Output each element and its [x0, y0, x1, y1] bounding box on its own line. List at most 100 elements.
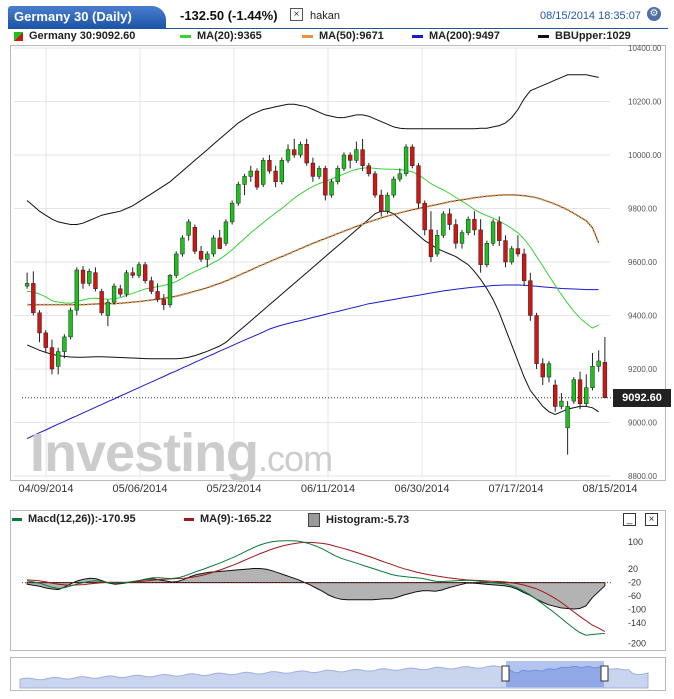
candle-body — [596, 360, 601, 367]
ma20-line — [27, 167, 599, 329]
legend-ma200: MA(200):9497 — [412, 30, 500, 42]
candle-body — [43, 332, 48, 348]
username: hakan — [310, 10, 340, 22]
timestamp: 08/15/2014 18:35:07 — [540, 10, 641, 22]
macd-chart[interactable]: 100 20 -20 -60 -100 -140 -200 — [0, 500, 674, 660]
price-change: -132.50 (-1.44%) — [180, 8, 278, 23]
y-tick-label: 10000.00 — [628, 151, 662, 160]
bb-lower-line — [26, 210, 599, 416]
candle-body — [118, 288, 123, 295]
macd-y-tick-label: -100 — [628, 605, 646, 615]
candle-body — [354, 149, 359, 161]
price-chart-frame — [10, 45, 666, 481]
candle-body — [521, 253, 527, 281]
candle-body — [31, 283, 36, 314]
macd-swatch — [12, 517, 22, 521]
y-tick-label: 9600.00 — [628, 258, 657, 267]
candle-body — [236, 184, 241, 204]
candle-body — [155, 291, 160, 300]
candle-body — [447, 213, 452, 225]
candle-body — [434, 235, 440, 255]
legend-macd-label: Macd(12,26)):-170.95 — [28, 513, 136, 525]
candle-body — [149, 280, 154, 292]
candle-body — [211, 237, 216, 255]
y-tick-label: 10400.00 — [628, 44, 662, 53]
price-chart[interactable]: 10400.00 10200.00 10000.00 9800.00 9600.00 94… — [0, 0, 674, 500]
minimize-panel-button[interactable]: _ — [623, 513, 636, 526]
candle-body — [484, 243, 490, 265]
candle-body — [248, 170, 253, 177]
bb-swatch — [538, 34, 549, 38]
candle-body — [310, 162, 316, 177]
candle-body — [347, 154, 353, 161]
candle-body — [298, 144, 303, 156]
candle-body — [559, 400, 564, 407]
signal-swatch — [184, 517, 194, 521]
candle-body — [577, 379, 583, 405]
candle-body — [174, 253, 179, 276]
candle-body — [503, 240, 508, 263]
gear-icon[interactable]: ⚙ — [647, 7, 661, 21]
legend-signal-label: MA(9):-165.22 — [200, 513, 272, 525]
macd-y-tick-label: 100 — [628, 537, 643, 547]
close-panel-button[interactable]: × — [645, 513, 658, 526]
macd-y-tick-label: -20 — [628, 578, 641, 588]
candle-body — [453, 224, 458, 244]
candle-body — [372, 173, 378, 196]
macd-y-tick-label: -200 — [628, 638, 646, 648]
candle-body — [142, 264, 148, 281]
candle-body — [74, 269, 79, 311]
histogram-swatch — [308, 513, 320, 527]
candle-body — [571, 379, 577, 402]
candle-body — [416, 165, 421, 204]
x-tick-label: 07/17/2014 — [488, 483, 543, 495]
legend-price: Germany 30:9092.60 — [14, 30, 135, 42]
candle-body — [68, 309, 73, 338]
close-tab-button[interactable]: × — [290, 8, 303, 21]
legend-price-label: Germany 30:9092.60 — [29, 30, 136, 42]
macd-y-tick-label: -140 — [628, 618, 646, 628]
candle-body — [130, 272, 135, 276]
candle-body — [304, 144, 309, 164]
candle-body — [24, 283, 30, 287]
candle-body — [111, 285, 117, 303]
legend-ma50: MA(50):9671 — [302, 30, 384, 42]
candle-body — [379, 194, 384, 212]
candle-body — [602, 362, 608, 398]
candle-body — [279, 160, 285, 183]
navigator-selection — [506, 661, 604, 687]
candle-body — [205, 253, 210, 260]
candle-body — [397, 173, 403, 180]
ma20-swatch — [180, 34, 191, 38]
price-legend: Germany 30:9092.60 MA(20):9365 MA(50):96… — [10, 29, 666, 45]
chart-tab[interactable]: Germany 30 (Daily) — [8, 6, 166, 28]
ma200-line — [26, 284, 599, 440]
candle-body — [80, 269, 86, 284]
navigator[interactable] — [10, 657, 666, 691]
candle-body — [292, 149, 297, 156]
candle-body — [441, 213, 446, 236]
candle-body — [49, 347, 55, 370]
candle-body — [553, 384, 558, 407]
macd-y-tick-label: -60 — [628, 591, 641, 601]
candle-body — [565, 406, 570, 429]
candle-body — [192, 226, 198, 252]
bb-upper-line — [26, 74, 599, 225]
candle-body — [167, 275, 173, 306]
legend-macd: Macd(12,26)):-170.95 — [12, 513, 136, 525]
candle-body — [161, 299, 166, 306]
candle-body — [366, 165, 371, 174]
candle-body — [422, 202, 427, 231]
candle-body — [273, 170, 278, 183]
candle-body — [55, 351, 61, 367]
candle-body — [267, 160, 272, 172]
candle-body — [490, 221, 496, 244]
candle-body — [198, 251, 204, 260]
candle-body — [497, 221, 502, 241]
candle-body — [428, 229, 434, 257]
legend-ma50-label: MA(50):9671 — [319, 30, 384, 42]
watermark-logo: Investing.com — [30, 422, 333, 484]
candle-body — [124, 272, 129, 295]
last-price-label: 9092.60 — [613, 388, 671, 407]
candle-body — [509, 248, 514, 263]
